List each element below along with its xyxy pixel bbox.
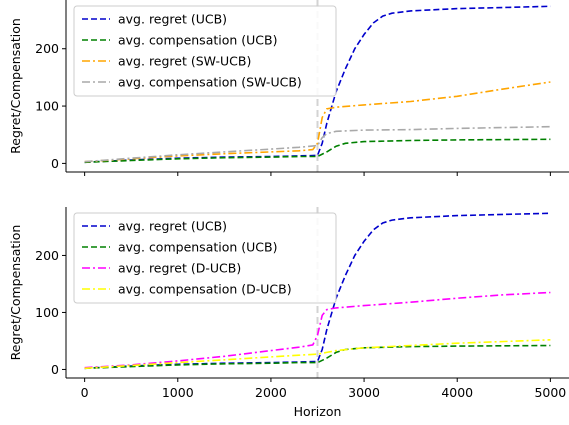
legend: avg. regret (UCB) avg. compensation (UCB)… [73, 212, 337, 304]
legend-label: avg. regret (UCB) [118, 12, 227, 27]
series-line-1 [84, 138, 551, 164]
series-line-3 [84, 125, 551, 163]
x-tick-label: 4000 [441, 385, 473, 400]
x-axis-label: Horizon [294, 404, 342, 419]
legend-box [73, 212, 337, 304]
series-line-2 [84, 81, 551, 163]
x-tick-label: 1000 [162, 385, 194, 400]
y-tick-label: 100 [35, 305, 59, 320]
legend-label: avg. regret (SW-UCB) [118, 54, 251, 69]
y-axis-label: Regret/Compensation [8, 225, 23, 361]
legend-label: avg. compensation (D-UCB) [118, 282, 292, 297]
y-axis-label: Regret/Compensation [8, 18, 23, 154]
x-tick-label: 3000 [348, 385, 380, 400]
y-tick-label: 200 [35, 41, 59, 56]
legend-label: avg. compensation (SW-UCB) [118, 75, 302, 90]
series-line-1 [84, 344, 551, 370]
y-tick-label: 200 [35, 248, 59, 263]
series-line-2 [84, 291, 551, 369]
y-tick-label: 100 [35, 99, 59, 114]
legend-label: avg. compensation (UCB) [118, 33, 277, 48]
series-line-3 [84, 339, 551, 370]
legend: avg. regret (UCB) avg. compensation (UCB)… [73, 5, 337, 97]
legend-label: avg. regret (UCB) [118, 219, 227, 234]
y-tick-label: 0 [51, 156, 59, 171]
top-chart-panel: 0 100 200 Regret/Compensation avg. regret (U… [8, 0, 569, 176]
legend-box [73, 5, 337, 97]
legend-label: avg. regret (D-UCB) [118, 261, 241, 276]
y-tick-label: 0 [51, 362, 59, 377]
x-tick-label: 0 [81, 385, 89, 400]
x-tick-label: 5000 [534, 385, 566, 400]
x-tick-label: 2000 [255, 385, 287, 400]
legend-label: avg. compensation (UCB) [118, 240, 277, 255]
